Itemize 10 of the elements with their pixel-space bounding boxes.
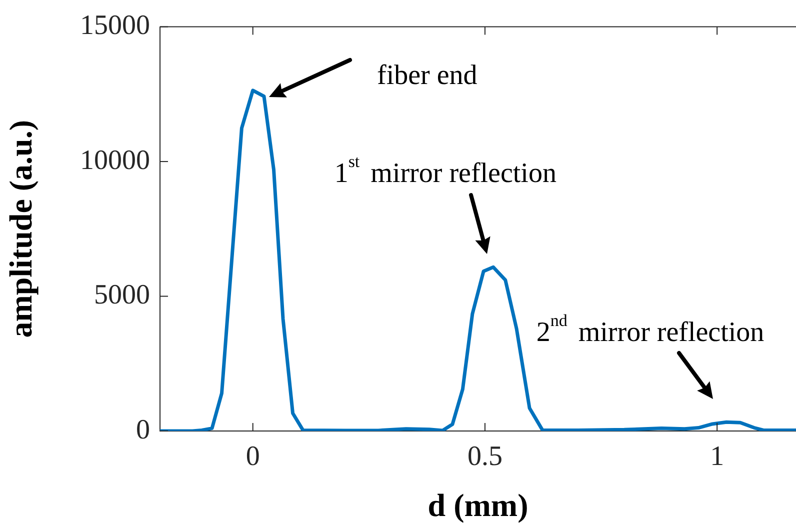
y-tick-label: 15000	[80, 10, 150, 42]
x-tick-label: 1	[710, 441, 724, 472]
x-axis-title: d (mm)	[428, 487, 528, 524]
y-tick-label: 5000	[94, 280, 150, 311]
y-tick-label: 10000	[80, 144, 150, 176]
x-tick-label: 0	[246, 441, 260, 472]
y-tick-label: 0	[136, 414, 150, 446]
y-axis-title: amplitude (a.u.)	[2, 120, 38, 338]
x-tick-label: 0.5	[467, 441, 502, 472]
annotation: fiber end	[377, 60, 478, 91]
